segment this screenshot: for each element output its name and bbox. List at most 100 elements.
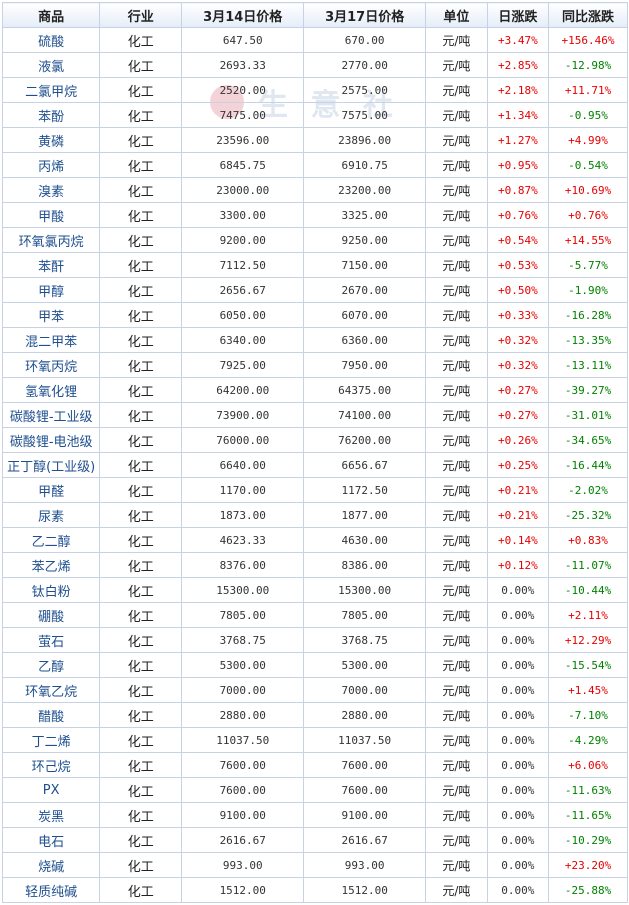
yoy-change-cell: +4.99%: [548, 127, 628, 153]
header-price-mar17[interactable]: 3月17日价格: [303, 2, 427, 28]
price-mar17-cell: 6656.67: [303, 452, 427, 478]
yoy-change-cell: -15.54%: [548, 652, 628, 678]
price-mar14-cell: 1873.00: [181, 502, 305, 528]
commodity-name-link[interactable]: 黄磷: [1, 127, 101, 153]
price-mar14-cell: 3768.75: [181, 627, 305, 653]
commodity-name-link[interactable]: 烧碱: [1, 852, 101, 878]
unit-cell: 元/吨: [425, 202, 488, 228]
unit-cell: 元/吨: [425, 52, 488, 78]
unit-cell: 元/吨: [425, 852, 488, 878]
unit-cell: 元/吨: [425, 602, 488, 628]
table-row: 丙烯 化工 6845.75 6910.75 元/吨 +0.95% -0.54%: [1, 152, 628, 178]
table-row: PX 化工 7600.00 7600.00 元/吨 0.00% -11.63%: [1, 777, 628, 803]
commodity-name-link[interactable]: 环氧丙烷: [1, 352, 101, 378]
price-mar14-cell: 2880.00: [181, 702, 305, 728]
daily-change-cell: 0.00%: [486, 852, 550, 878]
commodity-name-link[interactable]: 尿素: [1, 502, 101, 528]
table-row: 碳酸锂-电池级 化工 76000.00 76200.00 元/吨 +0.26% -34.65…: [1, 427, 628, 453]
commodity-name-link[interactable]: 苯酐: [1, 252, 101, 278]
commodity-name-link[interactable]: 钛白粉: [1, 577, 101, 603]
unit-cell: 元/吨: [425, 802, 488, 828]
commodity-name-link[interactable]: 电石: [1, 827, 101, 853]
unit-cell: 元/吨: [425, 227, 488, 253]
commodity-name-link[interactable]: 甲醛: [1, 477, 101, 503]
daily-change-cell: 0.00%: [486, 727, 550, 753]
daily-change-cell: +0.27%: [486, 377, 550, 403]
price-mar17-cell: 7600.00: [303, 777, 427, 803]
price-mar17-cell: 23896.00: [303, 127, 427, 153]
commodity-name-link[interactable]: 环氧氯丙烷: [1, 227, 101, 253]
commodity-name-link[interactable]: 乙二醇: [1, 527, 101, 553]
unit-cell: 元/吨: [425, 652, 488, 678]
header-commodity[interactable]: 商品: [1, 2, 101, 28]
price-mar17-cell: 23200.00: [303, 177, 427, 203]
yoy-change-cell: +1.45%: [548, 677, 628, 703]
price-mar14-cell: 7805.00: [181, 602, 305, 628]
table-row: 萤石 化工 3768.75 3768.75 元/吨 0.00% +12.29%: [1, 627, 628, 653]
commodity-name-link[interactable]: 正丁醇(工业级): [1, 452, 101, 478]
commodity-name-link[interactable]: 炭黑: [1, 802, 101, 828]
commodity-name-link[interactable]: 萤石: [1, 627, 101, 653]
header-yoy-change[interactable]: 同比涨跌: [548, 2, 628, 28]
commodity-name-link[interactable]: 乙醇: [1, 652, 101, 678]
table-row: 混二甲苯 化工 6340.00 6360.00 元/吨 +0.32% -13.35%: [1, 327, 628, 353]
commodity-name-link[interactable]: 二氯甲烷: [1, 77, 101, 103]
industry-cell: 化工: [99, 227, 183, 253]
industry-cell: 化工: [99, 852, 183, 878]
price-mar17-cell: 3325.00: [303, 202, 427, 228]
table-row: 环氧丙烷 化工 7925.00 7950.00 元/吨 +0.32% -13.11%: [1, 352, 628, 378]
header-price-mar14[interactable]: 3月14日价格: [181, 2, 305, 28]
table-row: 环己烷 化工 7600.00 7600.00 元/吨 0.00% +6.06%: [1, 752, 628, 778]
commodity-name-link[interactable]: 甲酸: [1, 202, 101, 228]
price-mar14-cell: 64200.00: [181, 377, 305, 403]
price-mar14-cell: 6640.00: [181, 452, 305, 478]
commodity-name-link[interactable]: 环己烷: [1, 752, 101, 778]
commodity-name-link[interactable]: 碳酸锂-电池级: [1, 427, 101, 453]
yoy-change-cell: -10.44%: [548, 577, 628, 603]
commodity-name-link[interactable]: 甲苯: [1, 302, 101, 328]
commodity-name-link[interactable]: 硼酸: [1, 602, 101, 628]
industry-cell: 化工: [99, 352, 183, 378]
commodity-name-link[interactable]: 苯乙烯: [1, 552, 101, 578]
header-daily-change[interactable]: 日涨跌: [486, 2, 550, 28]
industry-cell: 化工: [99, 452, 183, 478]
commodity-name-link[interactable]: 丁二烯: [1, 727, 101, 753]
commodity-name-link[interactable]: 甲醇: [1, 277, 101, 303]
commodity-name-link[interactable]: 碳酸锂-工业级: [1, 402, 101, 428]
commodity-name-link[interactable]: 溴素: [1, 177, 101, 203]
industry-cell: 化工: [99, 402, 183, 428]
header-unit[interactable]: 单位: [425, 2, 488, 28]
commodity-name-link[interactable]: 轻质纯碱: [1, 877, 101, 903]
commodity-name-link[interactable]: 环氧乙烷: [1, 677, 101, 703]
commodity-name-link[interactable]: 液氯: [1, 52, 101, 78]
industry-cell: 化工: [99, 827, 183, 853]
price-mar14-cell: 9100.00: [181, 802, 305, 828]
table-row: 溴素 化工 23000.00 23200.00 元/吨 +0.87% +10.69%: [1, 177, 628, 203]
unit-cell: 元/吨: [425, 127, 488, 153]
table-row: 环氧乙烷 化工 7000.00 7000.00 元/吨 0.00% +1.45%: [1, 677, 628, 703]
price-mar14-cell: 7475.00: [181, 102, 305, 128]
header-industry[interactable]: 行业: [99, 2, 183, 28]
unit-cell: 元/吨: [425, 752, 488, 778]
commodity-name-link[interactable]: PX: [1, 777, 101, 803]
price-mar17-cell: 15300.00: [303, 577, 427, 603]
commodity-name-link[interactable]: 苯酚: [1, 102, 101, 128]
commodity-name-link[interactable]: 混二甲苯: [1, 327, 101, 353]
commodity-name-link[interactable]: 氢氧化锂: [1, 377, 101, 403]
daily-change-cell: 0.00%: [486, 752, 550, 778]
commodity-name-link[interactable]: 硫酸: [1, 27, 101, 53]
table-row: 正丁醇(工业级) 化工 6640.00 6656.67 元/吨 +0.25% -16.44%: [1, 452, 628, 478]
unit-cell: 元/吨: [425, 302, 488, 328]
price-mar14-cell: 76000.00: [181, 427, 305, 453]
price-mar14-cell: 6340.00: [181, 327, 305, 353]
price-mar17-cell: 7950.00: [303, 352, 427, 378]
industry-cell: 化工: [99, 702, 183, 728]
daily-change-cell: +2.18%: [486, 77, 550, 103]
industry-cell: 化工: [99, 252, 183, 278]
commodity-name-link[interactable]: 醋酸: [1, 702, 101, 728]
industry-cell: 化工: [99, 577, 183, 603]
price-mar14-cell: 8376.00: [181, 552, 305, 578]
unit-cell: 元/吨: [425, 327, 488, 353]
industry-cell: 化工: [99, 527, 183, 553]
commodity-name-link[interactable]: 丙烯: [1, 152, 101, 178]
